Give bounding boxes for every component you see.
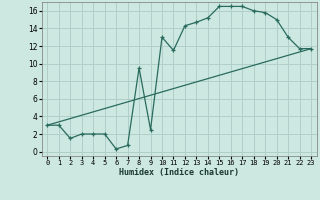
X-axis label: Humidex (Indice chaleur): Humidex (Indice chaleur) [119,168,239,177]
